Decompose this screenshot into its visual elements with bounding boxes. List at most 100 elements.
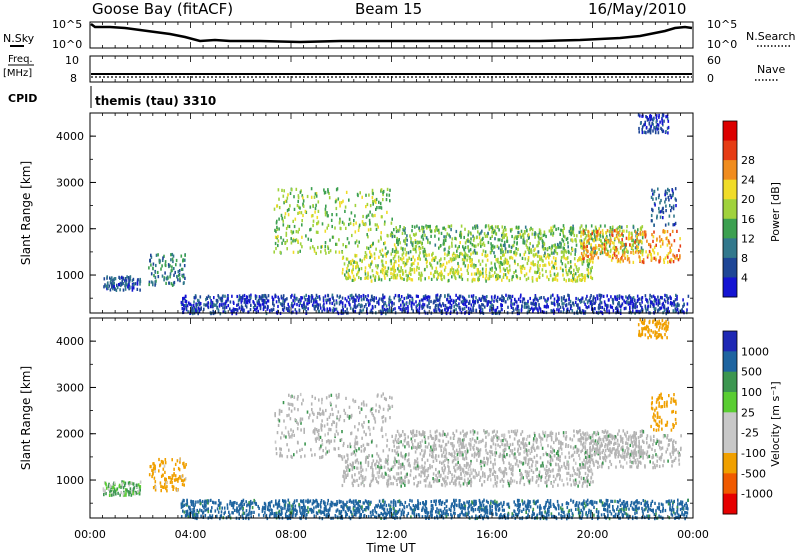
power-scatter-cell <box>350 276 352 279</box>
power-scatter-cell <box>455 308 457 311</box>
power-scatter-cell <box>539 255 541 258</box>
power-scatter-cell <box>551 252 553 255</box>
power-scatter-cell <box>368 299 370 302</box>
power-scatter-cell <box>355 204 357 207</box>
power-scatter-cell <box>441 278 443 281</box>
power-scatter-cell <box>667 298 669 301</box>
power-scatter-cell <box>468 295 470 298</box>
power-scatter-cell <box>365 266 367 269</box>
velocity-scatter-cell <box>435 503 437 506</box>
power-scatter-cell <box>380 237 382 240</box>
power-scatter-cell <box>535 253 537 256</box>
power-scatter-cell <box>528 306 530 309</box>
power-scatter-cell <box>511 246 513 249</box>
power-scatter-cell <box>647 305 649 308</box>
velocity-scatter-cell <box>154 467 156 470</box>
power-scatter-cell <box>336 188 338 191</box>
power-scatter-cell <box>265 306 267 309</box>
power-scatter-cell <box>533 307 535 310</box>
power-scatter-cell <box>404 297 406 300</box>
power-scatter-cell <box>390 234 392 237</box>
power-scatter-cell <box>448 260 450 263</box>
power-scatter-cell <box>424 310 426 313</box>
power-scatter-cell <box>517 248 519 251</box>
velocity-scatter-cell <box>182 462 184 465</box>
velocity-scatter-cell <box>334 503 336 506</box>
power-scatter-cell <box>384 274 386 277</box>
power-scatter-cell <box>480 245 482 248</box>
power-scatter-cell <box>495 268 497 271</box>
power-scatter-cell <box>516 305 518 308</box>
power-scatter-cell <box>342 301 344 304</box>
power-scatter-cell <box>459 241 461 244</box>
velocity-scatter-cell <box>652 510 654 513</box>
power-scatter-cell <box>400 298 402 301</box>
velocity-scatter-cell <box>671 499 673 502</box>
power-scatter-cell <box>507 297 509 300</box>
power-scatter-cell <box>392 273 394 276</box>
power-scatter-cell <box>307 195 309 198</box>
power-scatter-cell <box>364 277 366 280</box>
power-scatter-cell <box>394 243 396 246</box>
freq-unit: [MHz] <box>3 68 32 79</box>
power-scatter-cell <box>382 294 384 297</box>
power-scatter-cell <box>352 268 354 271</box>
power-scatter-cell <box>662 216 664 219</box>
power-scatter-cell <box>429 241 431 244</box>
velocity-scatter-cell <box>643 499 645 502</box>
power-scatter-cell <box>458 302 460 305</box>
velocity-scatter-cell <box>106 487 108 490</box>
velocity-scatter-cell <box>590 513 592 516</box>
power-scatter-cell <box>183 307 185 310</box>
power-scatter-cell <box>382 255 384 258</box>
power-scatter-cell <box>679 256 681 259</box>
power-scatter-cell <box>507 306 509 309</box>
velocity-scatter-cell <box>301 500 303 503</box>
power-scatter-cell <box>429 225 431 228</box>
power-scatter-cell <box>631 246 633 249</box>
power-scatter-cell <box>393 228 395 231</box>
power-scatter-cell <box>455 257 457 260</box>
power-scatter-cell <box>457 255 459 258</box>
power-scatter-cell <box>631 236 633 239</box>
power-scatter-cell <box>415 300 417 303</box>
power-scatter-cell <box>300 191 302 194</box>
power-scatter-cell <box>402 248 404 251</box>
power-scatter-cell <box>675 298 677 301</box>
power-scatter-cell <box>310 246 312 249</box>
power-scatter-cell <box>329 239 331 242</box>
power-scatter-cell <box>133 286 135 289</box>
velocity-scatter-cell <box>308 500 310 503</box>
power-scatter-cell <box>328 251 330 254</box>
power-scatter-cell <box>403 278 405 281</box>
power-scatter-cell <box>466 259 468 262</box>
power-scatter-cell <box>558 296 560 299</box>
power-scatter-cell <box>387 270 389 273</box>
power-scatter-cell <box>221 299 223 302</box>
power-scatter-cell <box>470 241 472 244</box>
power-scatter-cell <box>610 239 612 242</box>
velocity-scatter-cell <box>366 500 368 503</box>
power-scatter-cell <box>686 308 688 311</box>
power-scatter-cell <box>281 189 283 192</box>
power-scatter-cell <box>331 213 333 216</box>
power-scatter-cell <box>453 257 455 260</box>
power-scatter-cell <box>262 295 264 298</box>
power-scatter-cell <box>378 275 380 278</box>
power-scatter-cell <box>311 196 313 199</box>
power-scatter-cell <box>374 252 376 255</box>
power-scatter-cell <box>294 299 296 302</box>
power-scatter-cell <box>633 296 635 299</box>
power-scatter-cell <box>450 300 452 303</box>
power-scatter-cell <box>382 198 384 201</box>
power-scatter-cell <box>334 308 336 311</box>
power-scatter-cell <box>404 232 406 235</box>
power-scatter-cell <box>476 236 478 239</box>
power-scatter-cell <box>563 235 565 238</box>
power-scatter-cell <box>385 266 387 269</box>
power-scatter-cell <box>448 234 450 237</box>
power-scatter-cell <box>379 250 381 253</box>
power-scatter-cell <box>544 252 546 255</box>
velocity-scatter-cell <box>650 504 652 507</box>
power-scatter-cell <box>440 264 442 267</box>
